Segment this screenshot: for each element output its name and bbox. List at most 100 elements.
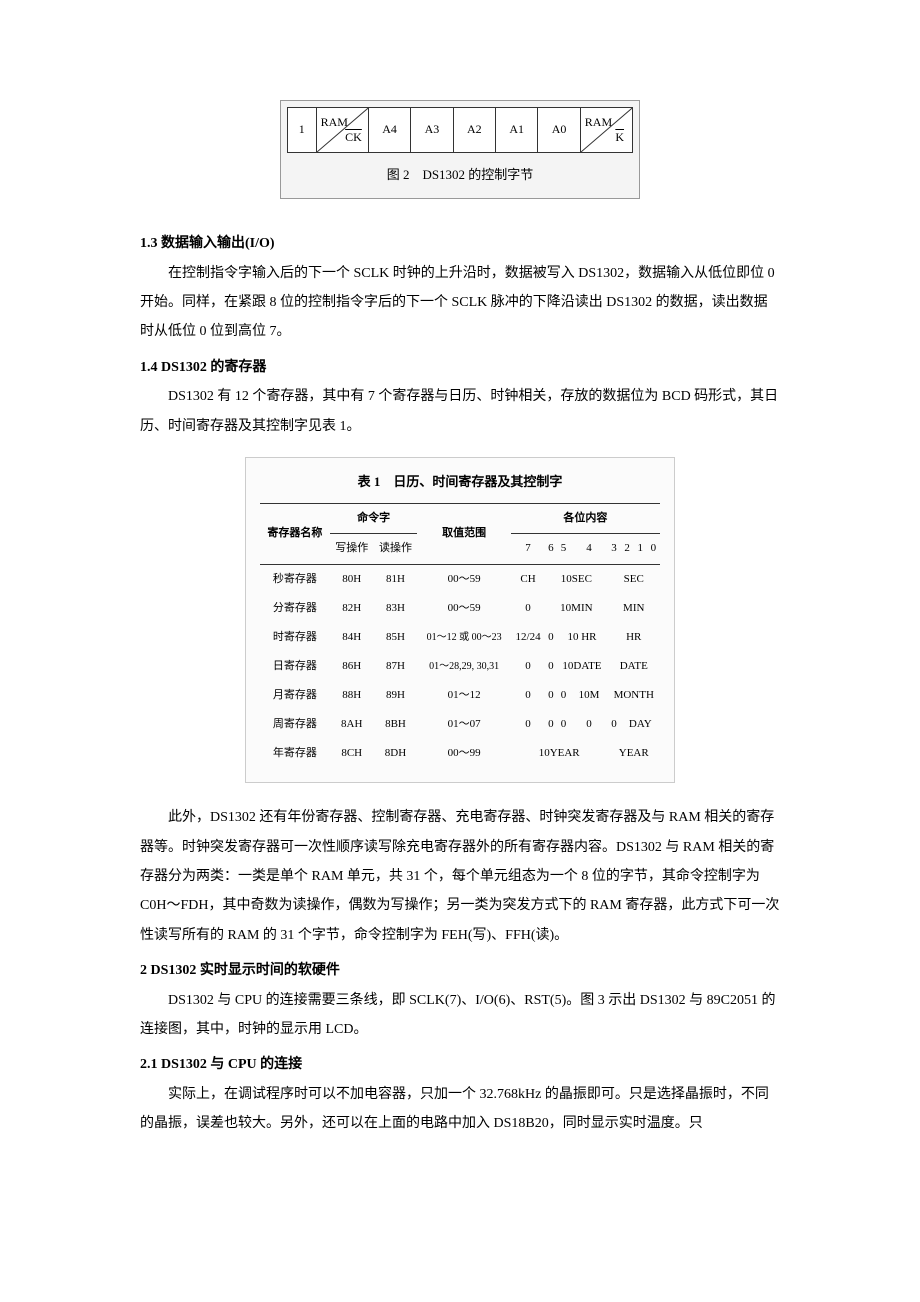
cell-r: 8BH: [374, 710, 418, 739]
cell-ram-ck: RAM CK: [317, 108, 369, 152]
cell-b3210: HR: [607, 623, 660, 652]
cell-r: 85H: [374, 623, 418, 652]
para-1-3: 在控制指令字输入后的下一个 SCLK 时钟的上升沿时，数据被写入 DS1302，…: [140, 259, 780, 347]
cell-w: 84H: [330, 623, 374, 652]
cell-b654: 10SEC: [545, 564, 607, 594]
cell-range: 01～07: [417, 710, 510, 739]
document-page: 1 RAM CK A4 A3 A2: [0, 0, 920, 1198]
cell-a1-label: A1: [509, 117, 524, 142]
table-row: 日寄存器 86H 87H 01～28,29, 30,31 0 0 10DATE …: [260, 652, 660, 681]
table-row: 分寄存器 82H 83H 00～59 0 10MIN MIN: [260, 594, 660, 623]
col-regname: 寄存器名称: [260, 504, 330, 564]
table-row: 秒寄存器 80H 81H 00～59 CH 10SEC SEC: [260, 564, 660, 594]
cell-b7: 0: [511, 710, 545, 739]
cell-a0: A0: [538, 108, 580, 152]
heading-2-1: 2.1 DS1302 与 CPU 的连接: [140, 1050, 780, 1079]
cell-b5: 0: [556, 710, 570, 739]
cell-b3: 0: [607, 710, 620, 739]
heading-1-4: 1.4 DS1302 的寄存器: [140, 353, 780, 382]
table-row: 周寄存器 8AH 8BH 01～07 0 0 0 0 0 DAY: [260, 710, 660, 739]
col-b5: 5: [556, 534, 570, 564]
cell-b7: 0: [511, 652, 545, 681]
cell-r: 89H: [374, 681, 418, 710]
para-2: DS1302 与 CPU 的连接需要三条线，即 SCLK(7)、I/O(6)、R…: [140, 986, 780, 1045]
table-1-title: 表 1 日历、时间寄存器及其控制字: [260, 468, 660, 495]
cell-b54: 10DATE: [556, 652, 607, 681]
col-b3: 3: [607, 534, 620, 564]
cell-range: 00～59: [417, 594, 510, 623]
para-after-table: 此外，DS1302 还有年份寄存器、控制寄存器、充电寄存器、时钟突发寄存器及与 …: [140, 803, 780, 950]
cell-b3210: MIN: [607, 594, 660, 623]
cell-b7: 0: [511, 681, 545, 710]
cell-b6: 0: [545, 710, 556, 739]
col-b4: 4: [571, 534, 608, 564]
cell-name: 年寄存器: [260, 739, 330, 768]
col-cmd: 命令字: [330, 504, 418, 534]
cell-a4: A4: [369, 108, 411, 152]
ram-label-right: RAM: [585, 110, 612, 135]
cell-r: 87H: [374, 652, 418, 681]
cell-a2-label: A2: [467, 117, 482, 142]
cell-a0-label: A0: [552, 117, 567, 142]
cell-name: 月寄存器: [260, 681, 330, 710]
control-byte-row: 1 RAM CK A4 A3 A2: [287, 107, 633, 153]
cell-b5: 0: [556, 681, 570, 710]
cell-range: 01～28,29, 30,31: [417, 652, 510, 681]
cell-b3210: SEC: [607, 564, 660, 594]
cell-name: 日寄存器: [260, 652, 330, 681]
col-write: 写操作: [330, 534, 374, 564]
cell-name: 分寄存器: [260, 594, 330, 623]
col-b2: 2: [621, 534, 634, 564]
table-body: 秒寄存器 80H 81H 00～59 CH 10SEC SEC 分寄存器 82H…: [260, 564, 660, 768]
table-1: 表 1 日历、时间寄存器及其控制字 寄存器名称 命令字 取值范围 各位内容 写操…: [245, 457, 675, 783]
cell-w: 86H: [330, 652, 374, 681]
cell-b6: 0: [545, 652, 556, 681]
cell-range: 00～99: [417, 739, 510, 768]
para-1-4: DS1302 有 12 个寄存器，其中有 7 个寄存器与日历、时钟相关，存放的数…: [140, 382, 780, 441]
cell-a2: A2: [454, 108, 496, 152]
cell-name: 时寄存器: [260, 623, 330, 652]
cell-bit7-label: 1: [299, 117, 305, 142]
cell-b3210: YEAR: [607, 739, 660, 768]
cell-w: 88H: [330, 681, 374, 710]
cell-bit7: 1: [288, 108, 317, 152]
col-b1: 1: [634, 534, 647, 564]
cell-r: 83H: [374, 594, 418, 623]
col-b0: 0: [647, 534, 660, 564]
cell-r: 81H: [374, 564, 418, 594]
cell-b7: 12/24: [511, 623, 545, 652]
cell-b3210: DATE: [607, 652, 660, 681]
figure-2-caption: 图 2 DS1302 的控制字节: [287, 161, 633, 188]
col-range: 取值范围: [417, 504, 510, 564]
cell-w: 8AH: [330, 710, 374, 739]
cell-b210: DAY: [621, 710, 660, 739]
ram-label-left: RAM: [321, 110, 348, 135]
cell-r: 8DH: [374, 739, 418, 768]
k-label: K: [615, 125, 624, 150]
cell-b7: CH: [511, 564, 545, 594]
table-row: 月寄存器 88H 89H 01～12 0 0 0 10M MONTH: [260, 681, 660, 710]
table-row: 时寄存器 84H 85H 01～12 或 00～23 12/24 0 10 HR…: [260, 623, 660, 652]
heading-2: 2 DS1302 实时显示时间的软硬件: [140, 956, 780, 985]
register-table: 寄存器名称 命令字 取值范围 各位内容 写操作 读操作 7 6 5 4 3 2 …: [260, 503, 660, 768]
col-read: 读操作: [374, 534, 418, 564]
cell-b6: 0: [545, 623, 556, 652]
cell-w: 8CH: [330, 739, 374, 768]
cell-b4: 10M: [571, 681, 608, 710]
cell-a3: A3: [411, 108, 453, 152]
cell-range: 01～12 或 00～23: [417, 623, 510, 652]
cell-b6: 0: [545, 681, 556, 710]
ck-label: CK: [345, 125, 362, 150]
cell-b7654: 10YEAR: [511, 739, 608, 768]
para-2-1: 实际上，在调试程序时可以不加电容器，只加一个 32.768kHz 的晶振即可。只…: [140, 1080, 780, 1139]
figure-2: 1 RAM CK A4 A3 A2: [280, 100, 640, 199]
heading-1-3: 1.3 数据输入输出(I/O): [140, 229, 780, 258]
col-b6: 6: [545, 534, 556, 564]
cell-b4: 0: [571, 710, 608, 739]
cell-ram-k: RAM K: [581, 108, 632, 152]
col-b7: 7: [511, 534, 545, 564]
cell-b654: 10MIN: [545, 594, 607, 623]
cell-b7: 0: [511, 594, 545, 623]
col-bits: 各位内容: [511, 504, 660, 534]
cell-b3210: MONTH: [607, 681, 660, 710]
